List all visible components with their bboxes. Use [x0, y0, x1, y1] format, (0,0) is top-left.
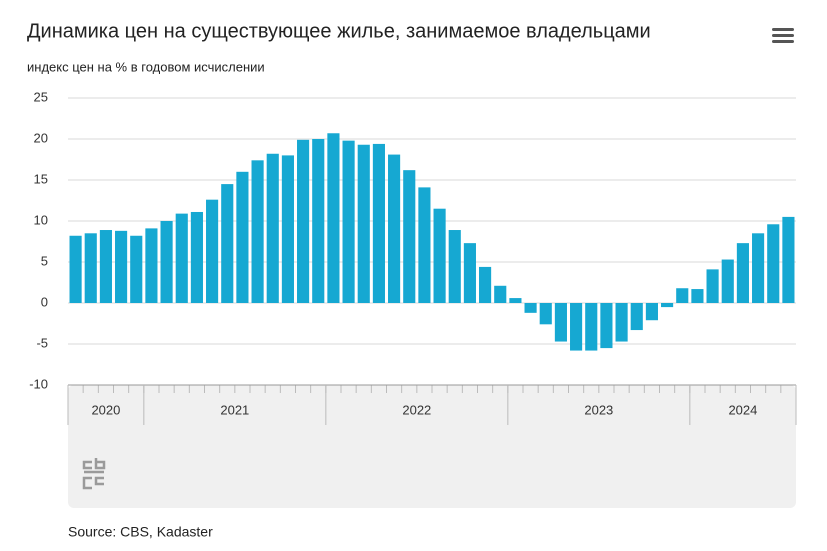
bar — [615, 303, 628, 342]
y-tick-label: 25 — [34, 89, 48, 104]
chart-title: Динамика цен на существующее жилье, зани… — [27, 20, 651, 42]
bar — [433, 208, 446, 303]
bar — [357, 144, 370, 303]
x-group-label: 2024 — [728, 402, 757, 417]
bar — [190, 211, 203, 303]
x-group-label: 2020 — [91, 402, 120, 417]
bar — [539, 303, 552, 325]
bar — [463, 243, 476, 303]
y-tick-label: -10 — [29, 376, 48, 391]
bar — [236, 171, 249, 303]
axis-panel — [68, 385, 796, 508]
bar — [706, 269, 719, 303]
bar — [175, 213, 188, 303]
bar — [251, 160, 264, 303]
bar — [494, 285, 507, 303]
bar — [630, 303, 643, 331]
bar — [418, 187, 431, 303]
bar — [661, 303, 674, 308]
bar — [115, 230, 128, 303]
bar — [645, 303, 658, 321]
bar — [752, 233, 765, 303]
bar — [782, 216, 795, 303]
bar — [84, 233, 97, 303]
bar — [509, 298, 522, 303]
bar — [767, 224, 780, 303]
bar — [130, 235, 143, 303]
bar — [403, 170, 416, 303]
bar — [479, 266, 492, 303]
y-tick-label: 5 — [41, 253, 48, 268]
bar — [342, 140, 355, 303]
y-tick-label: -5 — [36, 335, 48, 350]
bar — [160, 221, 173, 303]
x-group-label: 2021 — [220, 402, 249, 417]
x-group-label: 2023 — [584, 402, 613, 417]
bar — [554, 303, 567, 342]
y-tick-label: 20 — [34, 130, 48, 145]
bar — [312, 139, 325, 303]
bar — [388, 154, 401, 303]
y-tick-label: 0 — [41, 294, 48, 309]
bar — [570, 303, 583, 351]
bar — [266, 153, 279, 303]
bar — [327, 133, 340, 303]
bar — [99, 230, 112, 303]
bar — [145, 228, 158, 303]
logo — [82, 458, 106, 490]
bar — [281, 155, 294, 303]
menu-icon[interactable] — [772, 28, 794, 43]
bar — [206, 199, 219, 303]
bar — [372, 143, 385, 303]
bar — [736, 243, 749, 303]
bar — [676, 288, 689, 303]
bar — [585, 303, 598, 351]
source: Source: CBS, Kadaster — [68, 524, 213, 540]
bar — [448, 230, 461, 303]
bar — [297, 139, 310, 303]
chart-subtitle: индекс цен на % в годовом исчислении — [27, 59, 265, 74]
bar — [69, 235, 82, 303]
y-tick-label: 15 — [34, 171, 48, 186]
x-group-label: 2022 — [402, 402, 431, 417]
bar — [524, 303, 537, 313]
bar — [221, 184, 234, 303]
y-tick-label: 10 — [34, 212, 48, 227]
bar — [600, 303, 613, 349]
bar — [691, 289, 704, 303]
bar — [721, 259, 734, 303]
